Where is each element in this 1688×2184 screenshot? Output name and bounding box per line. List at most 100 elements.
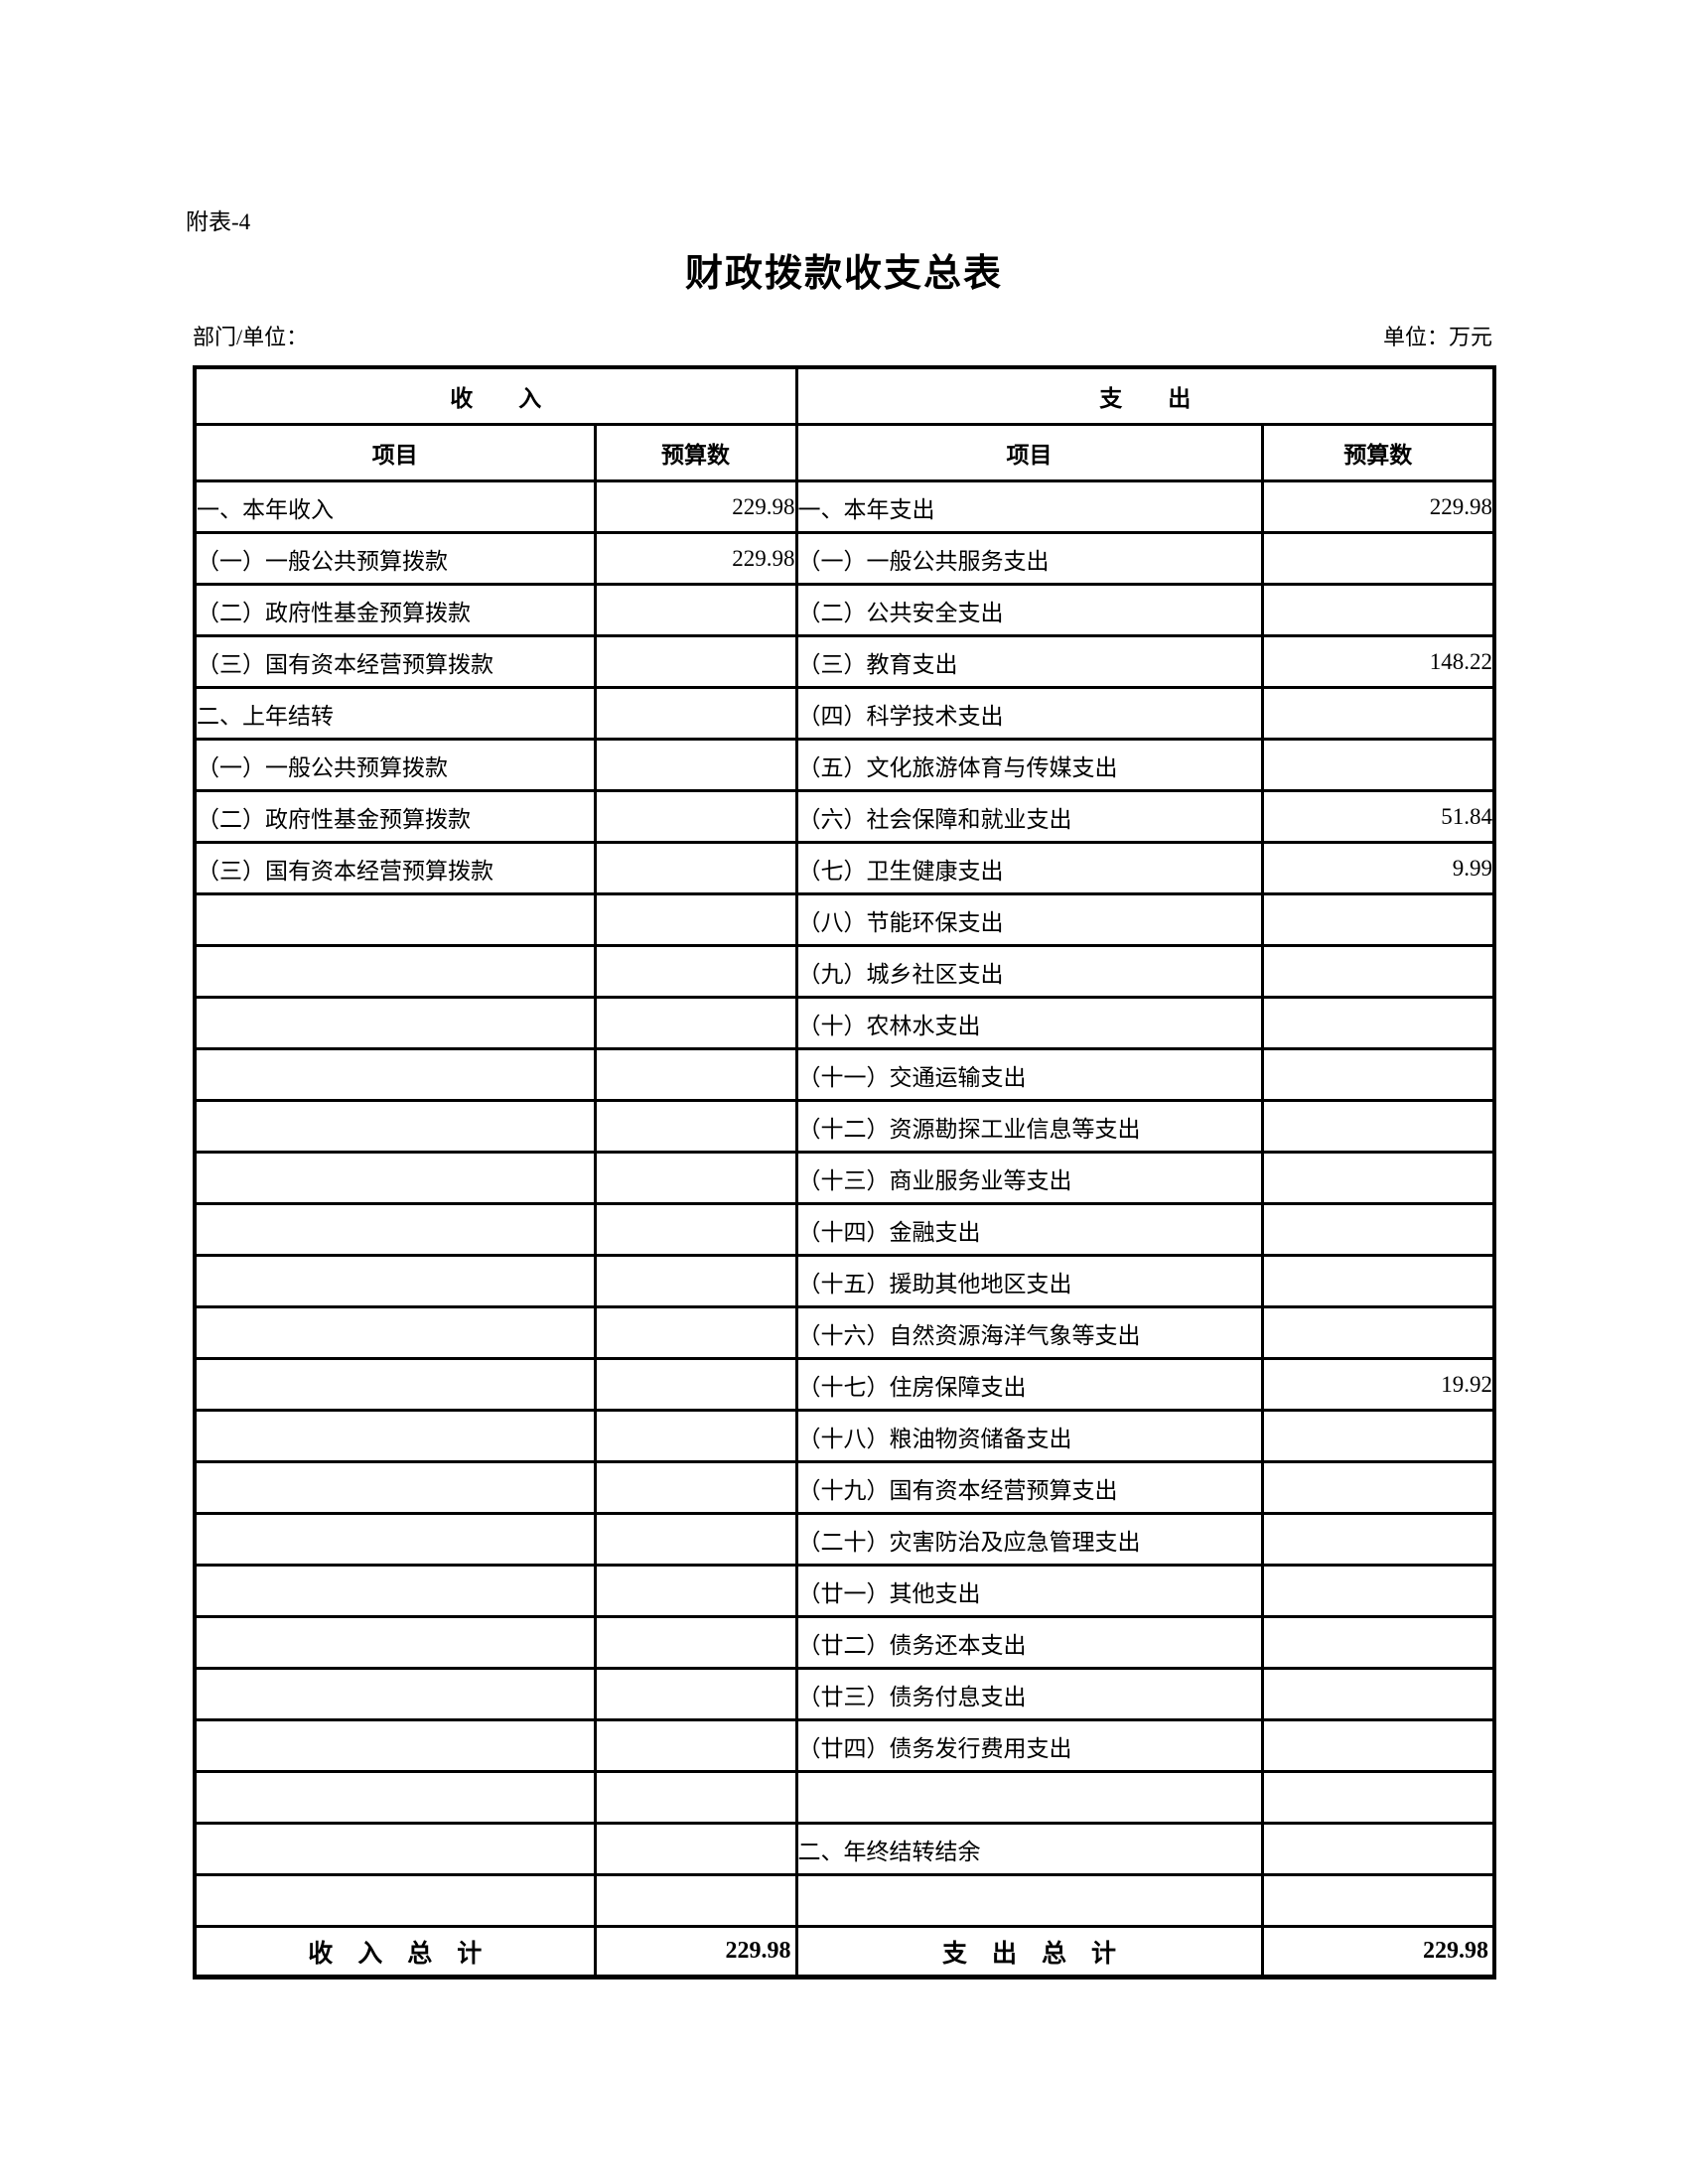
table-row: （十）农林水支出 — [193, 996, 1496, 1050]
income-item-cell — [193, 1151, 597, 1205]
income-value-cell — [593, 789, 798, 844]
expense-value-cell — [1260, 1305, 1496, 1360]
income-item-cell: （三）国有资本经营预算拨款 — [193, 841, 597, 895]
income-item-cell — [193, 1202, 597, 1257]
income-value-cell — [593, 996, 798, 1050]
income-value-cell — [593, 1564, 798, 1618]
expense-value-cell — [1260, 1409, 1496, 1463]
income-item-cell — [193, 1409, 597, 1463]
expense-value-cell — [1260, 738, 1496, 792]
expense-item-cell: （十）农林水支出 — [794, 996, 1264, 1050]
income-value-cell — [593, 944, 798, 999]
income-value-cell — [593, 583, 798, 637]
expense-value-cell — [1260, 583, 1496, 637]
expense-item-cell: （十七）住房保障支出 — [794, 1357, 1264, 1412]
income-value-cell — [593, 1151, 798, 1205]
expense-value-cell — [1260, 1512, 1496, 1567]
expense-item-cell: （十二）资源勘探工业信息等支出 — [794, 1099, 1264, 1154]
expense-item-cell — [794, 1873, 1264, 1928]
income-item-cell — [193, 1822, 597, 1876]
table-row: （廿三）债务付息支出 — [193, 1667, 1496, 1721]
expense-value-cell — [1260, 1718, 1496, 1773]
table-row — [193, 1770, 1496, 1825]
expense-item-cell — [794, 1770, 1264, 1825]
expense-item-cell: （十一）交通运输支出 — [794, 1047, 1264, 1102]
expense-item-cell: （十五）援助其他地区支出 — [794, 1254, 1264, 1308]
expense-value-cell — [1260, 1202, 1496, 1257]
expense-value-cell — [1260, 1047, 1496, 1102]
expense-value-cell — [1260, 944, 1496, 999]
expense-item-cell: （二）公共安全支出 — [794, 583, 1264, 637]
income-budget-column-header: 预算数 — [593, 423, 798, 482]
expense-item-column-header: 项目 — [794, 423, 1264, 482]
unit-label: 单位：万元 — [1382, 325, 1492, 349]
table-row: （九）城乡社区支出 — [193, 944, 1496, 999]
income-item-cell — [193, 1357, 597, 1412]
table-row: （一）一般公共预算拨款 229.98 （一）一般公共服务支出 — [193, 531, 1496, 586]
income-item-cell: （二）政府性基金预算拨款 — [193, 583, 597, 637]
income-value-cell — [593, 1047, 798, 1102]
table-row: （十四）金融支出 — [193, 1202, 1496, 1257]
income-item-cell — [193, 1667, 597, 1721]
table-row: 二、上年结转 （四）科学技术支出 — [193, 686, 1496, 741]
expense-item-cell: （十三）商业服务业等支出 — [794, 1151, 1264, 1205]
table-row: （廿二）债务还本支出 — [193, 1615, 1496, 1670]
income-section-header: 收 入 — [193, 365, 798, 426]
expense-value-cell — [1260, 686, 1496, 741]
expense-value-cell — [1260, 1151, 1496, 1205]
table-row — [193, 1873, 1496, 1928]
expense-item-cell: （十九）国有资本经营预算支出 — [794, 1460, 1264, 1515]
income-value-cell — [593, 1873, 798, 1928]
income-item-cell: （一）一般公共预算拨款 — [193, 531, 597, 586]
expense-item-cell: （一）一般公共服务支出 — [794, 531, 1264, 586]
expense-item-cell: （二十）灾害防治及应急管理支出 — [794, 1512, 1264, 1567]
income-value-cell — [593, 1615, 798, 1670]
table-row: （八）节能环保支出 — [193, 892, 1496, 947]
income-item-cell — [193, 1564, 597, 1618]
expense-item-cell: （十八）粮油物资储备支出 — [794, 1409, 1264, 1463]
income-item-cell: （二）政府性基金预算拨款 — [193, 789, 597, 844]
expense-item-cell: （十六）自然资源海洋气象等支出 — [794, 1305, 1264, 1360]
income-value-cell — [593, 1667, 798, 1721]
expense-value-cell — [1260, 996, 1496, 1050]
table-row: （十六）自然资源海洋气象等支出 — [193, 1305, 1496, 1360]
table-row: （十八）粮油物资储备支出 — [193, 1409, 1496, 1463]
expense-item-cell: （四）科学技术支出 — [794, 686, 1264, 741]
income-value-cell — [593, 892, 798, 947]
expense-section-header: 支 出 — [794, 365, 1496, 426]
expense-item-cell: （三）教育支出 — [794, 634, 1264, 689]
income-item-cell — [193, 892, 597, 947]
table-row: （十二）资源勘探工业信息等支出 — [193, 1099, 1496, 1154]
expense-item-cell: （五）文化旅游体育与传媒支出 — [794, 738, 1264, 792]
expense-total-label: 支 出 总 计 — [794, 1925, 1264, 1979]
table-row: （廿一）其他支出 — [193, 1564, 1496, 1618]
income-item-cell — [193, 944, 597, 999]
total-row: 收 入 总 计 229.98 支 出 总 计 229.98 — [193, 1925, 1496, 1979]
expense-item-cell: （九）城乡社区支出 — [794, 944, 1264, 999]
column-header-row: 项目 预算数 项目 预算数 — [193, 423, 1496, 482]
income-value-cell — [593, 1202, 798, 1257]
expense-item-cell: （八）节能环保支出 — [794, 892, 1264, 947]
income-value-cell — [593, 686, 798, 741]
expense-item-cell: 二、年终结转结余 — [794, 1822, 1264, 1876]
table-row: 一、本年收入 229.98 一、本年支出 229.98 — [193, 479, 1496, 534]
income-item-cell: 二、上年结转 — [193, 686, 597, 741]
table-row: （三）国有资本经营预算拨款 （七）卫生健康支出 9.99 — [193, 841, 1496, 895]
expense-item-cell: （廿四）债务发行费用支出 — [794, 1718, 1264, 1773]
income-item-cell — [193, 1718, 597, 1773]
income-value-cell — [593, 1409, 798, 1463]
income-item-cell — [193, 1873, 597, 1928]
expense-total-value: 229.98 — [1260, 1925, 1496, 1979]
income-item-cell — [193, 1305, 597, 1360]
table-row: 二、年终结转结余 — [193, 1822, 1496, 1876]
income-total-label: 收 入 总 计 — [193, 1925, 597, 1979]
expense-budget-column-header: 预算数 — [1260, 423, 1496, 482]
income-value-cell — [593, 738, 798, 792]
expense-value-cell — [1260, 1667, 1496, 1721]
expense-value-cell — [1260, 1099, 1496, 1154]
income-value-cell: 229.98 — [593, 479, 798, 534]
income-item-cell — [193, 1770, 597, 1825]
income-value-cell — [593, 634, 798, 689]
table-row: （一）一般公共预算拨款 （五）文化旅游体育与传媒支出 — [193, 738, 1496, 792]
